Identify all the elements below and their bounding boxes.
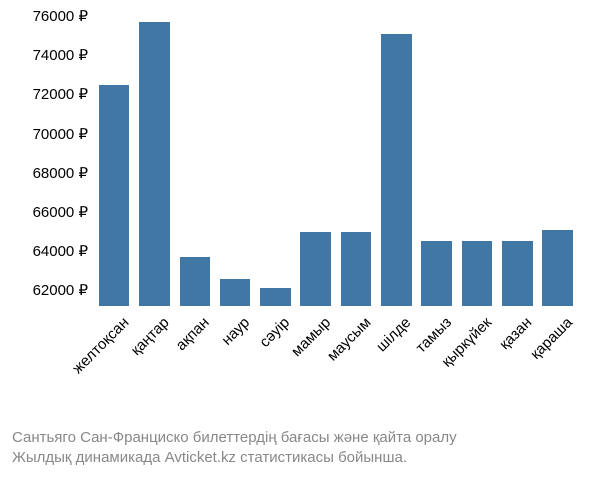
bar-slot: [376, 16, 416, 306]
bar-slot: [538, 16, 578, 306]
x-tick-label: сәуір: [257, 314, 294, 351]
bar: [99, 85, 130, 306]
bar-slot: [457, 16, 497, 306]
y-axis: 62000 ₽ 64000 ₽ 66000 ₽ 68000 ₽ 70000 ₽ 72000…: [12, 16, 94, 306]
x-tick-label: ақпан: [173, 314, 213, 354]
bar-slot: [417, 16, 457, 306]
caption-line-2: Жылдық динамикада Avticket.kz статистика…: [12, 448, 588, 468]
y-tick-label: 76000 ₽: [33, 7, 88, 25]
y-tick-label: 74000 ₽: [33, 46, 88, 64]
x-tick-label: маусым: [324, 314, 375, 365]
x-tick-label: шілде: [373, 314, 414, 355]
plot-area: [94, 16, 578, 306]
bar: [502, 241, 533, 306]
bar: [139, 22, 170, 306]
x-tick-label: қаңтар: [128, 314, 173, 359]
bar-slot: [336, 16, 376, 306]
bar: [220, 279, 251, 306]
x-tick-label: наур: [218, 314, 253, 349]
bar: [180, 257, 211, 306]
y-tick-label: 72000 ₽: [33, 85, 88, 103]
price-bar-chart: 62000 ₽ 64000 ₽ 66000 ₽ 68000 ₽ 70000 ₽ 72000…: [12, 10, 588, 420]
bar: [341, 232, 372, 306]
chart-caption: Сантьяго Сан-Франциско билеттердің бағас…: [12, 428, 588, 469]
x-axis: желтоқсанқаңтарақпаннаурсәуірмамырмаусым…: [94, 310, 578, 420]
bar: [542, 230, 573, 306]
bar-slot: [215, 16, 255, 306]
bar-slot: [497, 16, 537, 306]
bar: [300, 232, 331, 306]
y-tick-label: 66000 ₽: [33, 203, 88, 221]
caption-line-1: Сантьяго Сан-Франциско билеттердің бағас…: [12, 428, 588, 448]
bar-slot: [296, 16, 336, 306]
y-tick-label: 68000 ₽: [33, 164, 88, 182]
x-tick-label: желтоқсан: [69, 314, 132, 377]
y-tick-label: 64000 ₽: [33, 242, 88, 260]
y-tick-label: 62000 ₽: [33, 281, 88, 299]
bar-slot: [134, 16, 174, 306]
y-tick-label: 70000 ₽: [33, 125, 88, 143]
bars-container: [94, 16, 578, 306]
bar-slot: [175, 16, 215, 306]
x-tick-label: қараша: [527, 314, 576, 363]
bar-slot: [255, 16, 295, 306]
bar: [421, 241, 452, 306]
bar-slot: [94, 16, 134, 306]
bar: [381, 34, 412, 306]
bar: [260, 288, 291, 306]
bar: [462, 241, 493, 306]
